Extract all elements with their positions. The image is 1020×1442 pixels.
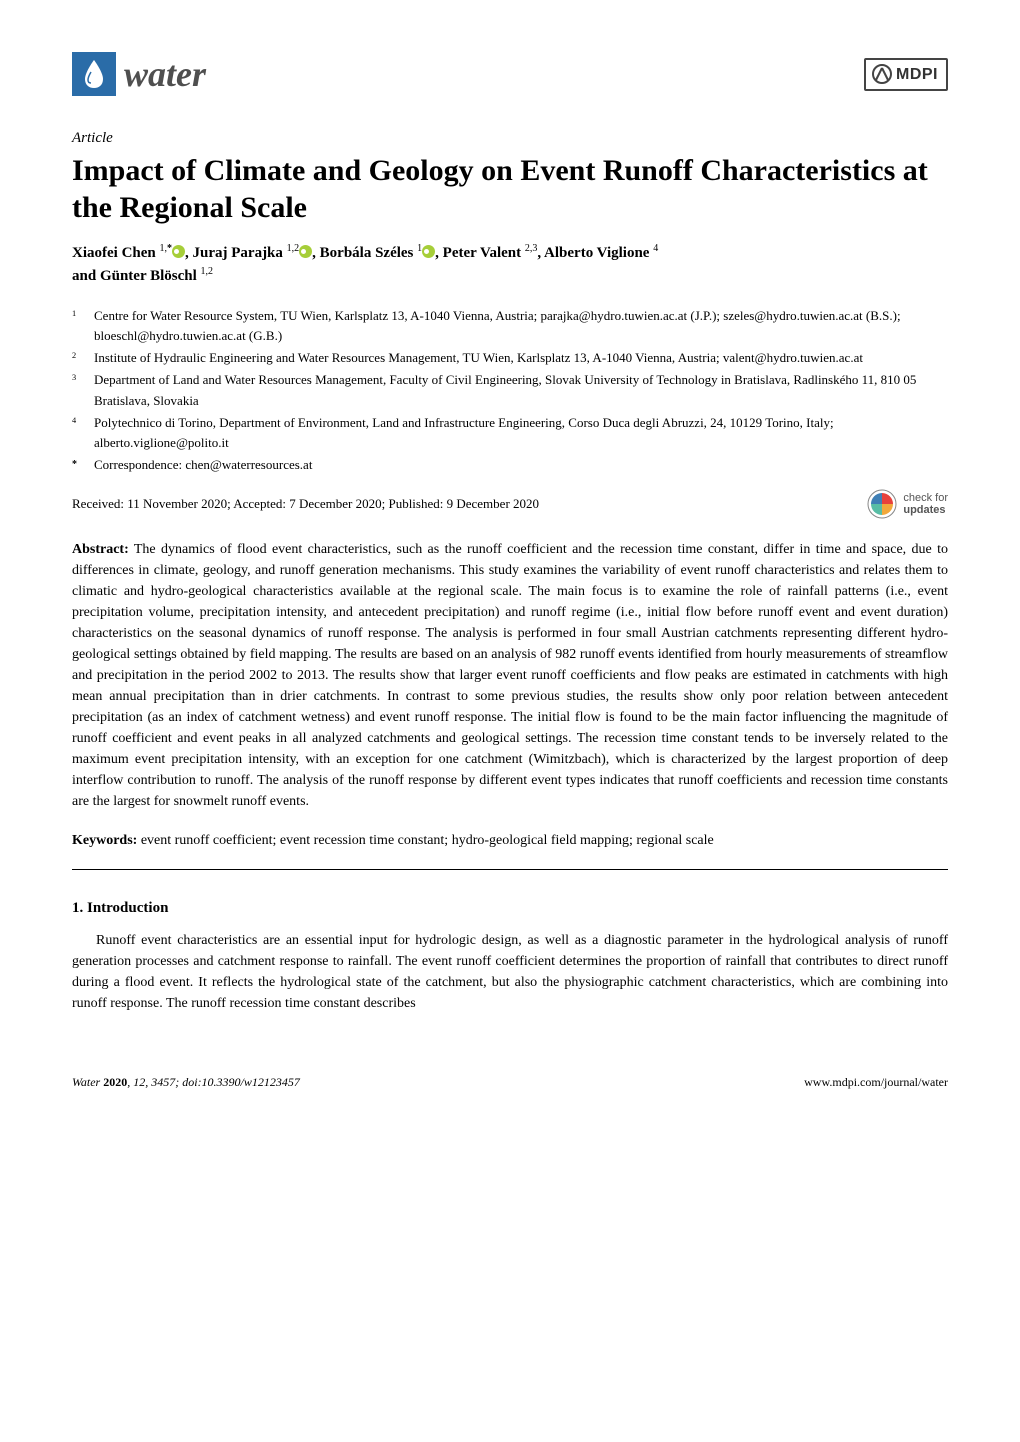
- author-name: , Peter Valent: [435, 245, 521, 261]
- water-drop-icon: [72, 52, 116, 96]
- abstract-text: The dynamics of flood event characterist…: [72, 542, 948, 809]
- body-paragraph: Runoff event characteristics are an esse…: [72, 930, 948, 1014]
- affiliation-row: 3 Department of Land and Water Resources…: [72, 370, 948, 410]
- author-affiliation-marker: 1,2: [287, 243, 300, 254]
- author-and: and: [72, 268, 100, 284]
- affiliation-number: 1: [72, 309, 76, 318]
- check-updates-badge[interactable]: check for updates: [867, 489, 948, 519]
- section-heading: 1. Introduction: [72, 898, 948, 920]
- affiliation-number: 4: [72, 416, 76, 425]
- abstract-label: Abstract:: [72, 542, 129, 557]
- keywords-text: event runoff coefficient; event recessio…: [137, 833, 713, 848]
- journal-name: water: [124, 48, 206, 100]
- authors-line: Xiaofei Chen 1,*, Juraj Parajka 1,2, Bor…: [72, 241, 948, 288]
- article-type: Article: [72, 128, 948, 150]
- publication-dates: Received: 11 November 2020; Accepted: 7 …: [72, 495, 539, 514]
- affiliation-row: * Correspondence: chen@waterresources.at: [72, 455, 948, 475]
- affiliation-row: 1 Centre for Water Resource System, TU W…: [72, 306, 948, 346]
- footer-right: www.mdpi.com/journal/water: [804, 1074, 948, 1091]
- author-name: , Juraj Parajka: [185, 245, 283, 261]
- publisher-logo: MDPI: [864, 58, 948, 91]
- author-name: , Borbála Széles: [312, 245, 413, 261]
- affiliation-number: 3: [72, 373, 76, 382]
- check-updates-line1: check for: [903, 492, 948, 504]
- author-name: , Alberto Viglione: [537, 245, 649, 261]
- affiliation-text: Centre for Water Resource System, TU Wie…: [94, 306, 948, 346]
- affiliation-text: Institute of Hydraulic Engineering and W…: [94, 348, 948, 368]
- author-name: Günter Blöschl: [100, 268, 197, 284]
- separator-line: [72, 869, 948, 870]
- orcid-icon: [299, 245, 312, 258]
- mdpi-circle-icon: [872, 64, 892, 84]
- author-affiliation-marker: 1,2: [201, 266, 214, 277]
- check-updates-line2: updates: [903, 504, 945, 516]
- abstract-block: Abstract: The dynamics of flood event ch…: [72, 539, 948, 812]
- correspondence-marker: *: [72, 459, 77, 470]
- page-footer: Water 2020, 12, 3457; doi:10.3390/w12123…: [72, 1074, 948, 1091]
- orcid-icon: [172, 245, 185, 258]
- orcid-icon: [422, 245, 435, 258]
- affiliations-block: 1 Centre for Water Resource System, TU W…: [72, 306, 948, 475]
- journal-logo: water: [72, 48, 206, 100]
- footer-journal: Water: [72, 1075, 100, 1089]
- header: water MDPI: [72, 48, 948, 100]
- affiliation-number: 2: [72, 351, 76, 360]
- author-name: Xiaofei Chen: [72, 245, 156, 261]
- footer-left: Water 2020, 12, 3457; doi:10.3390/w12123…: [72, 1074, 300, 1091]
- check-updates-text: check for updates: [903, 492, 948, 516]
- publisher-name: MDPI: [896, 63, 938, 86]
- author-affiliation-marker: 1,: [160, 243, 168, 254]
- article-title: Impact of Climate and Geology on Event R…: [72, 152, 948, 227]
- affiliation-text: Polytechnico di Torino, Department of En…: [94, 413, 948, 453]
- affiliation-text: Department of Land and Water Resources M…: [94, 370, 948, 410]
- correspondence-text: Correspondence: chen@waterresources.at: [94, 455, 948, 475]
- footer-issue-page: , 12, 3457; doi:10.3390/w12123457: [127, 1075, 300, 1089]
- keywords-block: Keywords: event runoff coefficient; even…: [72, 830, 948, 851]
- keywords-label: Keywords:: [72, 833, 137, 848]
- footer-year: 2020: [103, 1075, 127, 1089]
- affiliation-row: 2 Institute of Hydraulic Engineering and…: [72, 348, 948, 368]
- affiliation-row: 4 Polytechnico di Torino, Department of …: [72, 413, 948, 453]
- check-updates-icon: [867, 489, 897, 519]
- author-affiliation-marker: 2,3: [525, 243, 538, 254]
- dates-row: Received: 11 November 2020; Accepted: 7 …: [72, 489, 948, 519]
- author-affiliation-marker: 4: [653, 243, 658, 254]
